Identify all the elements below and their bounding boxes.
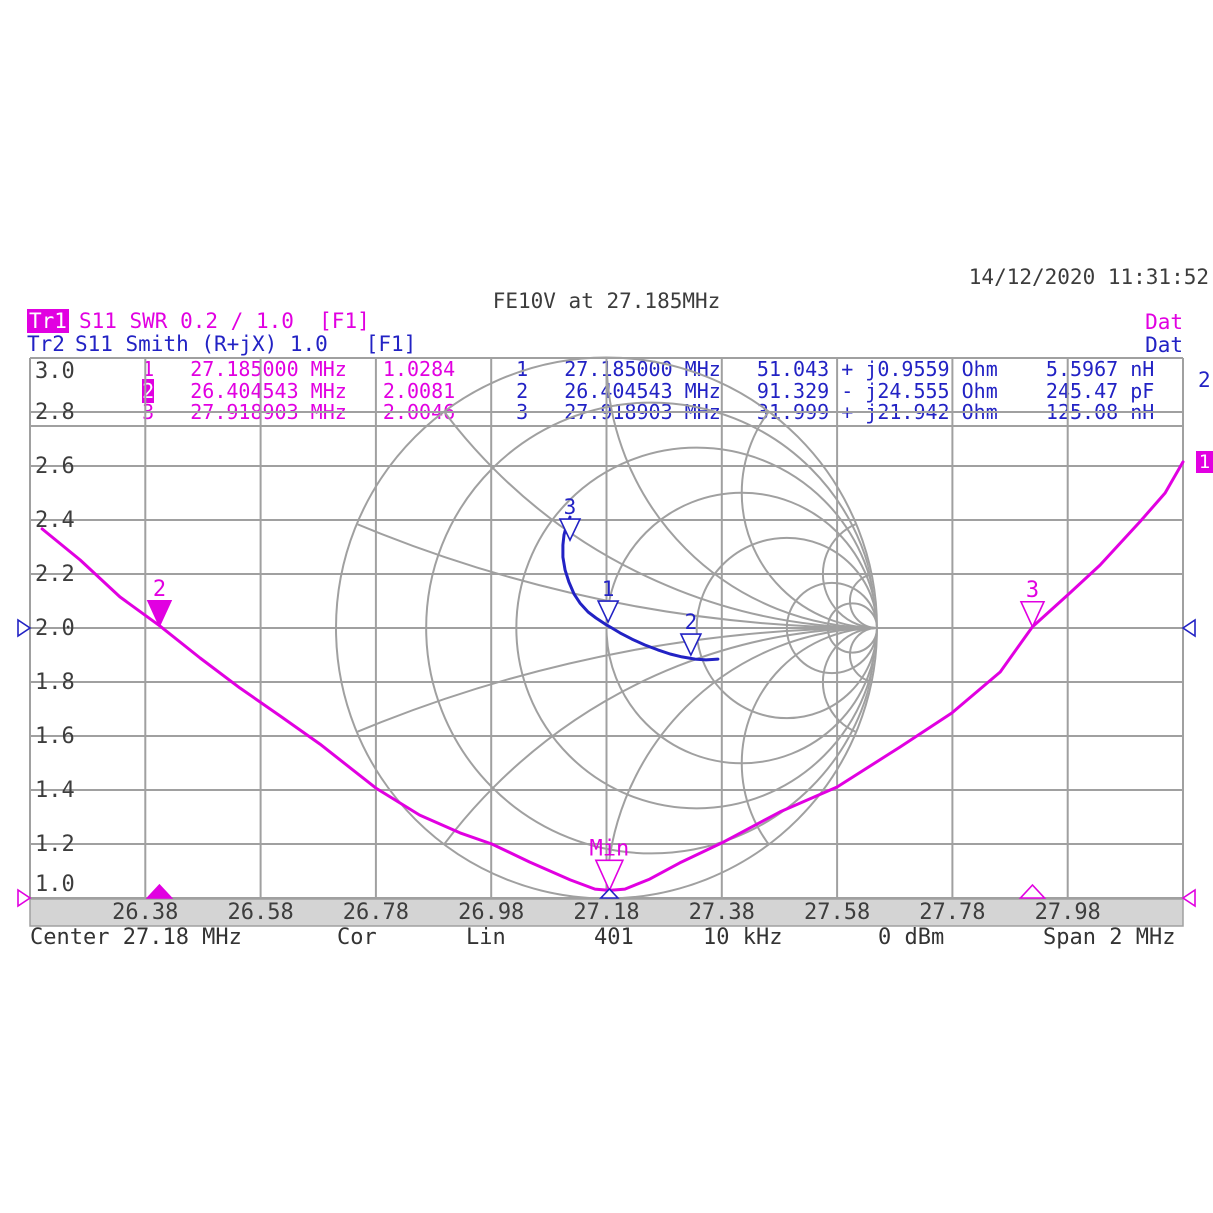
marker-number[interactable]: 2 [516, 378, 529, 403]
status-item: Center 27.18 MHz [30, 925, 242, 950]
ref-arrow-left[interactable] [17, 888, 32, 908]
grid [29, 357, 1184, 899]
marker-values: 27.185000 MHz 1.0284 [154, 357, 456, 381]
trace1-desc: S11 SWR 0.2 / 1.0 [F1] [78, 309, 370, 333]
x-tick-label: 26.98 [458, 900, 524, 925]
x-tick-label: 27.98 [1035, 900, 1101, 925]
smith-marker-3[interactable] [558, 518, 582, 542]
x-tick-label: 27.18 [573, 900, 639, 925]
marker-values: 26.404543 MHz 91.329 - j24.555 Ohm 245.4… [528, 378, 1155, 403]
marker-label: 1 [602, 577, 615, 601]
marker-values: 26.404543 MHz 2.0081 [154, 378, 456, 403]
axis-marker[interactable] [599, 887, 620, 899]
frequency-axis-strip[interactable] [29, 898, 1184, 927]
y-tick-label: 3.0 [35, 359, 75, 384]
marker-table-row[interactable]: 2 26.404543 MHz 91.329 - j24.555 Ohm 245… [492, 378, 1155, 403]
x-tick-label: 27.78 [919, 900, 985, 925]
swr-marker-2[interactable] [146, 600, 173, 628]
marker-label: 2 [685, 610, 698, 634]
trace1-tag[interactable]: Tr1 [27, 309, 69, 333]
x-tick-label: 26.58 [227, 900, 293, 925]
status-item: Lin [466, 925, 506, 950]
tr2-marker-table: 1 27.185000 MHz 51.043 + j0.9559 Ohm 5.5… [492, 357, 1155, 424]
x-tick-label: 26.38 [112, 900, 178, 925]
ref-arrow-right[interactable] [1181, 618, 1196, 638]
x-tick-label: 26.78 [343, 900, 409, 925]
marker-label: Min [590, 836, 630, 861]
marker-table-row[interactable]: 2 26.404543 MHz 2.0081 [118, 378, 456, 403]
y-tick-label: 2.2 [35, 562, 75, 587]
smith-trace [561, 515, 720, 662]
y-tick-label: 2.6 [35, 454, 75, 479]
ref-arrow-right[interactable] [1181, 888, 1196, 908]
y-tick-label: 1.8 [35, 670, 75, 695]
trace2-tag[interactable]: Tr2 [27, 332, 65, 356]
swr-marker-3[interactable] [1019, 600, 1046, 629]
datetime: 14/12/2020 11:31:52 [968, 265, 1209, 289]
status-item: 10 kHz [703, 925, 783, 950]
marker-label: 2 [153, 577, 166, 602]
smith-marker-1[interactable] [596, 600, 620, 624]
x-tick-label: 27.38 [689, 900, 755, 925]
trace2-header[interactable]: Tr2 S11 Smith (R+jX) 1.0 [F1] [27, 333, 416, 356]
marker-number[interactable]: 1 [516, 357, 529, 381]
y-tick-label: 1.4 [35, 778, 75, 803]
trace2-right-position-indicator[interactable]: 2 [1198, 368, 1211, 392]
marker-label: 3 [564, 495, 577, 519]
marker-table-row[interactable]: 1 27.185000 MHz 51.043 + j0.9559 Ohm 5.5… [492, 357, 1155, 381]
swr-marker-min[interactable] [594, 859, 625, 893]
axis-marker[interactable] [145, 883, 174, 899]
status-item: Span 2 MHz [1043, 925, 1176, 950]
axis-marker[interactable] [1018, 883, 1047, 899]
trace1-header[interactable]: Tr1 S11 SWR 0.2 / 1.0 [F1] [27, 309, 370, 333]
marker-label: 3 [1026, 578, 1039, 603]
trace2-desc: S11 Smith (R+jX) 1.0 [F1] [74, 332, 417, 356]
swr-trace [40, 460, 1185, 892]
chart-title: FE10V at 27.185MHz [492, 289, 721, 313]
ref-arrow-left[interactable] [17, 618, 32, 638]
status-item: 0 dBm [878, 925, 945, 950]
marker-values: 27.185000 MHz 51.043 + j0.9559 Ohm 5.596… [528, 357, 1155, 381]
y-tick-label: 1.0 [35, 872, 75, 897]
y-tick-label: 2.0 [35, 616, 75, 641]
y-tick-label: 2.8 [35, 400, 75, 425]
trace1-dat-label: Dat [1145, 310, 1183, 334]
status-item: Cor [337, 925, 377, 950]
status-bar: Center 27.18 MHz Cor Lin 401 10 kHz 0 dBm Span… [0, 925, 1213, 951]
trace2-dat-label: Dat [1145, 333, 1183, 357]
x-tick-label: 27.58 [804, 900, 870, 925]
status-item: 401 [594, 925, 634, 950]
trace1-right-position-indicator[interactable]: 1 [1196, 451, 1213, 473]
y-tick-label: 1.2 [35, 832, 75, 857]
smith-marker-2[interactable] [679, 633, 703, 657]
y-tick-label: 1.6 [35, 724, 75, 749]
